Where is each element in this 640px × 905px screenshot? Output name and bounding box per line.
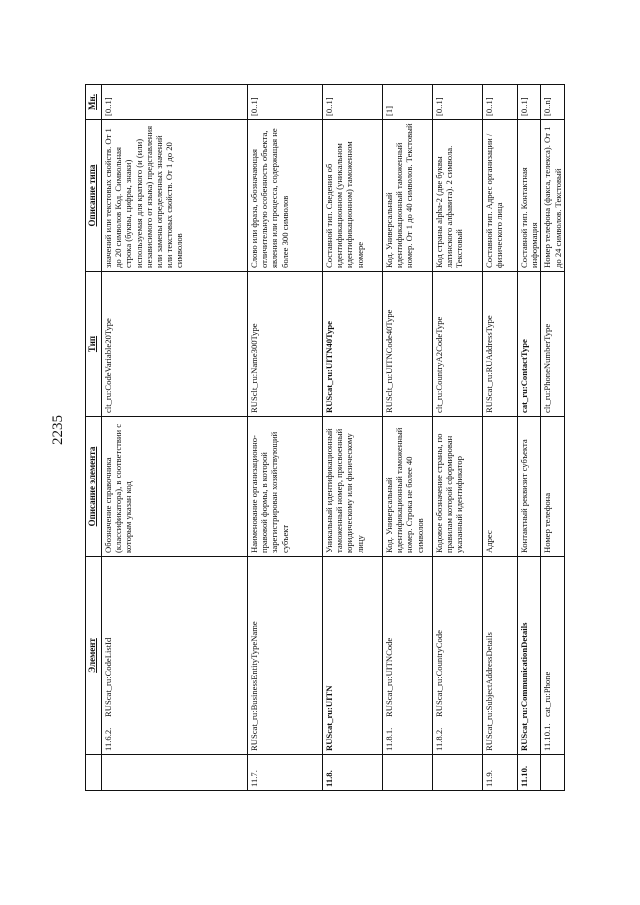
type-name: clt_ru:CountryA2CodeType	[432, 271, 483, 417]
multiplicity: [0..1]	[517, 84, 541, 120]
header-number	[85, 754, 102, 791]
header-multiplicity: Мн.	[85, 84, 102, 120]
row-number: 11.10.1.	[542, 723, 553, 751]
type-name: RUScat_ru:UITN40Type	[322, 271, 383, 417]
row-number: 11.10.	[517, 754, 541, 791]
element-table: Элемент Описание элемента Тип Описание т…	[85, 84, 565, 791]
rotated-table-holder: Элемент Описание элемента Тип Описание т…	[85, 84, 565, 791]
type-description: Составной тип. Сведения об идентификацио…	[322, 119, 383, 272]
element-name: RUScat_ru:CountryCode	[434, 630, 444, 717]
element-name: cat_ru:Phone	[542, 671, 553, 717]
header-type: Тип	[85, 271, 102, 417]
type-description: Составной тип. Контактная информация	[517, 119, 541, 272]
element-description: Код. Универсальный идентификационный там…	[382, 416, 433, 557]
multiplicity: [0..1]	[482, 84, 518, 120]
parent-number-cell	[432, 754, 483, 791]
element-description: Уникальный идентификационный таможенный …	[322, 416, 383, 557]
element-name: RUScat_ru:SubjectAddressDetails	[482, 556, 518, 755]
element-name: RUScat_ru:UITNCode	[384, 637, 394, 717]
row-number: 11.8.	[322, 754, 383, 791]
element-cell: 11.8.1. RUScat_ru:UITNCode	[382, 556, 433, 755]
element-description: Наименование организационно-правовой фор…	[247, 416, 323, 557]
table-row: 11.8. RUScat_ru:UITN Уникальный идентифика…	[322, 84, 383, 791]
row-number: 11.6.2.	[103, 727, 113, 751]
type-name: clt_ru:CodeVariable20Type	[101, 271, 248, 417]
table-row: 11.10. RUScat_ru:CommunicationDetails Конт…	[517, 84, 541, 791]
element-description: Адрес	[482, 416, 518, 557]
type-name: cat_ru:ContactType	[517, 271, 541, 417]
multiplicity: [0..1]	[247, 84, 323, 120]
table-row: 11.8.1. RUScat_ru:UITNCode Код. Универсаль…	[382, 84, 433, 791]
element-description: Номер телефона	[540, 416, 565, 557]
parent-number-cell	[540, 754, 565, 791]
row-number: 11.9.	[482, 754, 518, 791]
header-element-description: Описание элемента	[85, 416, 102, 557]
type-description: Номер телефона (факса, телекса). От 1 до…	[540, 119, 565, 272]
element-cell: 11.8.2. RUScat_ru:CountryCode	[432, 556, 483, 755]
element-description: Кодовое обозначение страны, по правилам …	[432, 416, 483, 557]
header-element: Элемент	[85, 556, 102, 755]
element-description: Обозначение справочника (классификатора)…	[101, 416, 248, 557]
element-name: RUScat_ru:UITN	[322, 556, 383, 755]
type-name: RUSclt_ru:Name300Type	[247, 271, 323, 417]
multiplicity: [0..1]	[101, 84, 248, 120]
table-row: 11.10.1. cat_ru:Phone Номер телефона clt_ru…	[540, 84, 565, 791]
table-header-row: Элемент Описание элемента Тип Описание т…	[85, 84, 102, 791]
row-number: 11.8.1.	[384, 727, 394, 751]
element-description: Контактный реквизит субъекта	[517, 416, 541, 557]
element-cell: 11.6.2. RUScat_ru:CodeListId	[101, 556, 248, 755]
type-name: RUScat_ru:RUAddressType	[482, 271, 518, 417]
multiplicity: [1]	[382, 84, 433, 120]
element-name: RUScat_ru:CodeListId	[103, 637, 113, 717]
type-description: Составной тип. Адрес организации / физич…	[482, 119, 518, 272]
parent-number-cell	[382, 754, 433, 791]
element-name: RUScat_ru:CommunicationDetails	[517, 556, 541, 755]
parent-number-cell	[101, 754, 248, 791]
multiplicity: [0..1]	[322, 84, 383, 120]
type-description: значений или текстовых свойств. От 1 до …	[101, 119, 248, 272]
element-cell: 11.10.1. cat_ru:Phone	[540, 556, 565, 755]
multiplicity: [0..1]	[432, 84, 483, 120]
row-number: 11.7.	[247, 754, 323, 791]
type-description: Код страны alpha-2 (две буквы латинского…	[432, 119, 483, 272]
multiplicity: [0..n]	[540, 84, 565, 120]
table-row: 11.7. RUScat_ru:BusinessEntityTypeName Наи…	[247, 84, 323, 791]
type-description: Слово или фраза, обозначающая отличитель…	[247, 119, 323, 272]
table-row: 11.6.2. RUScat_ru:CodeListId Обозначение с…	[101, 84, 248, 791]
table-row: 11.8.2. RUScat_ru:CountryCode Кодовое обоз…	[432, 84, 483, 791]
type-description: Код. Универсальный идентификационный там…	[382, 119, 433, 272]
page-number: 2235	[50, 415, 66, 445]
header-type-description: Описание типа	[85, 119, 102, 272]
row-number: 11.8.2.	[434, 727, 444, 751]
type-name: RUSclt_ru:UITNCode40Type	[382, 271, 433, 417]
table-row: 11.9. RUScat_ru:SubjectAddressDetails Адре…	[482, 84, 518, 791]
element-name: RUScat_ru:BusinessEntityTypeName	[247, 556, 323, 755]
type-name: clt_ru:PhoneNumberType	[540, 271, 565, 417]
